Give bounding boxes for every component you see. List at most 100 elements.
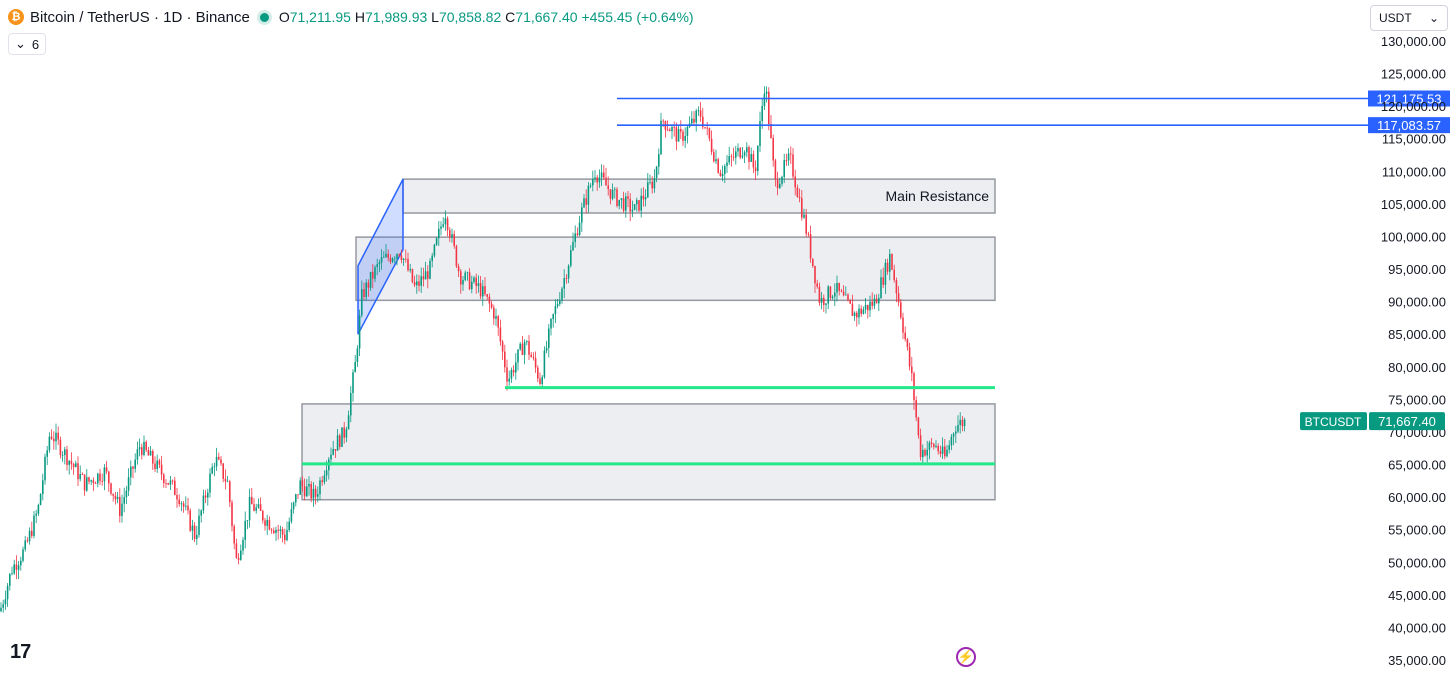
- candle-body: [422, 276, 425, 280]
- candle-body: [504, 351, 506, 368]
- candle-body: [631, 209, 634, 212]
- candle-body: [176, 495, 178, 500]
- candle-body: [50, 436, 53, 439]
- candle-body: [792, 154, 794, 177]
- candle-body: [343, 427, 345, 438]
- candle-body: [4, 599, 7, 605]
- candle-body: [473, 277, 475, 282]
- candle-body: [248, 496, 251, 521]
- candle-body: [191, 525, 194, 531]
- candle-body: [347, 415, 350, 430]
- candle-body: [376, 264, 378, 268]
- candle-body: [413, 282, 416, 286]
- candle-body: [706, 127, 708, 129]
- symbol-title[interactable]: Bitcoin / TetherUS · 1D · Binance: [30, 8, 250, 26]
- candle-body: [691, 118, 693, 124]
- candle-body: [512, 369, 515, 373]
- candle-body: [950, 436, 953, 446]
- candle-body: [836, 282, 838, 293]
- tradingview-logo[interactable]: 17: [10, 641, 31, 663]
- candle-body: [526, 341, 528, 343]
- close-value: 71,667.40: [515, 9, 578, 25]
- candle-body: [130, 466, 132, 478]
- candle-body: [750, 154, 752, 162]
- candle-body: [204, 495, 207, 498]
- market-status-icon: [259, 12, 269, 22]
- candle-body: [838, 282, 840, 291]
- candle-body: [114, 495, 117, 500]
- candle-body: [598, 177, 601, 183]
- channel-pattern: [357, 178, 404, 335]
- candle-body: [867, 304, 869, 311]
- candle-body: [717, 159, 719, 173]
- candle-body: [644, 197, 647, 200]
- lightning-icon[interactable]: ⚡: [956, 647, 976, 667]
- candle-body: [724, 166, 726, 174]
- candle-body: [24, 540, 26, 550]
- candle-body: [169, 480, 172, 485]
- candle-body: [110, 483, 112, 494]
- candle-body: [565, 278, 568, 279]
- candle-body: [396, 254, 398, 259]
- y-tick-label: 90,000.00: [1388, 295, 1446, 310]
- candle-body: [193, 525, 196, 539]
- candle-body: [264, 520, 266, 526]
- candle-body: [831, 296, 834, 298]
- candle-body: [895, 280, 898, 294]
- y-tick-label: 35,000.00: [1388, 653, 1446, 668]
- candle-body: [257, 504, 260, 508]
- candle-body: [680, 129, 682, 132]
- candle-body: [310, 483, 312, 499]
- candle-body: [321, 480, 323, 483]
- candle-body: [820, 297, 823, 303]
- high-value: 71,989.93: [364, 9, 428, 25]
- candle-body: [213, 466, 216, 468]
- candle-body: [138, 447, 141, 450]
- candle-body: [72, 463, 75, 468]
- candle-body: [339, 435, 341, 447]
- candle-body: [350, 393, 352, 416]
- candle-body: [642, 195, 645, 200]
- candle-body: [847, 294, 849, 300]
- candle-body: [94, 483, 97, 484]
- candle-body: [814, 265, 816, 284]
- candle-body: [279, 529, 282, 531]
- candle-body: [233, 526, 235, 544]
- candle-body: [145, 441, 147, 451]
- candle-body: [924, 449, 926, 456]
- candle-body: [948, 445, 950, 450]
- candle-body: [0, 607, 2, 612]
- indicators-toggle[interactable]: ⌄ 6: [8, 33, 47, 55]
- candle-body: [211, 467, 213, 474]
- candle-body: [629, 198, 631, 212]
- candle-body: [462, 279, 464, 285]
- candle-body: [220, 459, 222, 464]
- y-tick-label: 125,000.00: [1381, 67, 1446, 82]
- candle-body: [570, 250, 572, 266]
- candle-body: [171, 480, 174, 482]
- candle-body: [686, 126, 689, 136]
- candle-body: [534, 358, 537, 368]
- currency-select[interactable]: USDT ⌄: [1370, 5, 1448, 31]
- candle-body: [154, 463, 156, 470]
- candle-body: [748, 147, 750, 162]
- candle-body: [17, 565, 20, 570]
- candle-body: [160, 464, 163, 475]
- candle-body: [908, 347, 911, 367]
- candle-body: [218, 456, 220, 460]
- candle-body: [352, 372, 354, 394]
- last-price-bg: [1369, 412, 1445, 431]
- candle-body: [675, 127, 678, 142]
- candle-body: [829, 286, 832, 298]
- candle-body: [407, 258, 409, 271]
- candle-body: [158, 460, 161, 465]
- candle-body: [757, 146, 759, 172]
- candle-body: [83, 474, 86, 491]
- candle-body: [532, 357, 535, 359]
- open-value: 71,211.95: [289, 9, 351, 25]
- candle-body: [647, 182, 649, 198]
- y-tick-label: 45,000.00: [1388, 588, 1446, 603]
- candle-body: [862, 309, 865, 314]
- candle-body: [345, 429, 348, 438]
